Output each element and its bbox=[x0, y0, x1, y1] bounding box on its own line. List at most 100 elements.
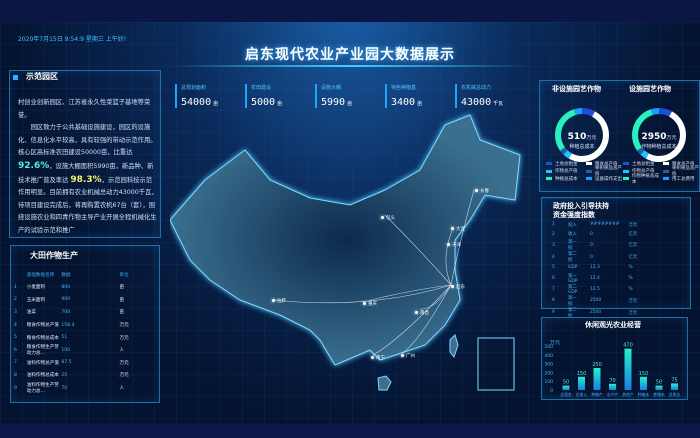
city-marker[interactable]: 长春 bbox=[475, 188, 489, 194]
bar[interactable] bbox=[609, 383, 616, 390]
stat-value: 5990 bbox=[321, 97, 346, 108]
legend-label: 粮食总产值 bbox=[595, 161, 618, 167]
legend-item: 果树果品总产值 bbox=[586, 166, 626, 177]
table-row[interactable]: 4 粮食作物总产值 158.4 万元 bbox=[14, 319, 159, 332]
city-marker[interactable]: 启东 bbox=[451, 284, 465, 290]
legend-item: 粮食总产值 bbox=[586, 160, 626, 168]
city-marker[interactable]: 拉萨 bbox=[272, 298, 286, 304]
row-index: 9 bbox=[14, 385, 17, 391]
table-row[interactable]: 5 粮食作物总成本 51 万元 bbox=[14, 331, 159, 344]
row-name: 小麦面积 bbox=[26, 285, 46, 291]
row-unit: 万元 bbox=[119, 360, 129, 366]
legend-swatch bbox=[586, 169, 592, 173]
row-index: 4 bbox=[552, 254, 555, 260]
table-row[interactable]: 8 油料作物总成本 25 万元 bbox=[14, 369, 159, 382]
row-value: 12.4 bbox=[590, 275, 600, 281]
intro-title: 示范园区 bbox=[26, 72, 58, 81]
city-marker[interactable]: 重庆 bbox=[363, 301, 377, 307]
col-header: 基础数据名称 bbox=[26, 273, 55, 278]
stat-card: 农机械总动力 43000 千瓦 bbox=[455, 84, 503, 108]
legend-label: 粮食总产值 bbox=[672, 161, 695, 167]
city-marker[interactable]: 南昌 bbox=[415, 310, 429, 316]
donut-title: 非设施园艺作物 bbox=[552, 85, 601, 93]
row-value: 0 bbox=[590, 242, 593, 248]
table-row[interactable]: 8 第一批 2500 万元 bbox=[552, 295, 646, 307]
stat-card: 特色种植基 3400 亩 bbox=[385, 84, 422, 108]
x-tick-label: 种植本 bbox=[638, 392, 650, 397]
bar[interactable] bbox=[624, 348, 632, 390]
stat-label: 农田建设 bbox=[251, 85, 272, 91]
table-row[interactable]: 3 第一批 0 亿元 bbox=[552, 239, 646, 251]
row-unit: 人 bbox=[119, 386, 125, 392]
table-row[interactable]: 7 油料作物总产值 87.5 万元 bbox=[14, 357, 159, 370]
intro-text-part: 园区致力于公共基础设施建设，园区的设施化、信息化水平较高，具有较强的带动示范作用… bbox=[18, 124, 157, 157]
table-row[interactable]: 4 第二批 0 亿元 bbox=[552, 251, 646, 263]
city-marker[interactable]: 广州 bbox=[401, 353, 415, 359]
table-row[interactable]: 1 小麦面积 800 亩 bbox=[14, 281, 159, 294]
bar-value-label: 50 bbox=[563, 380, 569, 386]
row-name: 粮食作物总成本 bbox=[26, 335, 59, 341]
bar[interactable] bbox=[655, 385, 663, 390]
gov-table: 1 投入 ######## 万元 2 收入 0 亿元 3 第一批 0 亿元 4 第二批 0 亿元 5 GDP 12.… bbox=[552, 220, 646, 319]
legend-swatch bbox=[586, 162, 592, 166]
donut-chart bbox=[632, 108, 686, 162]
table-row[interactable]: 2 收入 0 亿元 bbox=[552, 230, 646, 240]
table-row[interactable]: 7 第二GDP 12.5% bbox=[552, 284, 646, 295]
intro-text[interactable]: 村创业创新园区、江苏省永久性菜篮子基地等荣誉。 园区致力于公共基础设施建设，园区… bbox=[18, 97, 158, 235]
table-row[interactable]: 3 油菜 700 亩 bbox=[14, 306, 159, 319]
bar[interactable] bbox=[671, 383, 678, 390]
intro-text-part: ，设施大棚面积5990亩，新品种、新技术推广普及率达 bbox=[18, 162, 154, 184]
y-tick-label: 0 bbox=[550, 388, 553, 394]
row-name: 油料作物生产劳动力总... bbox=[26, 383, 59, 395]
bar-value-label: 470 bbox=[623, 343, 633, 349]
stat-card: 总规划面积 54000 亩 bbox=[175, 84, 218, 108]
city-marker[interactable]: 天津 bbox=[447, 242, 461, 248]
table-row[interactable]: 9 油料作物生产劳动力总... 70 人 bbox=[14, 382, 159, 395]
stat-unit: 千瓦 bbox=[493, 101, 504, 107]
city-marker[interactable]: 南宁 bbox=[371, 355, 385, 361]
city-marker[interactable]: 包头 bbox=[381, 215, 395, 221]
bar-value-label: 70 bbox=[609, 378, 615, 384]
table-row[interactable]: 6 粮食作物生产劳动力总... 100 人 bbox=[14, 344, 159, 357]
row-value: 900 bbox=[61, 297, 71, 303]
legend-item: 作物总产值 bbox=[623, 168, 663, 176]
row-index: 2 bbox=[552, 231, 555, 237]
row-name: 第二GDP bbox=[568, 284, 578, 295]
donut-value: 510 bbox=[567, 132, 587, 142]
table-row[interactable]: 1 投入 ######## 万元 bbox=[552, 220, 646, 230]
row-index: 3 bbox=[14, 309, 17, 315]
legend-label: 土地总租金 bbox=[555, 161, 578, 167]
row-name: 粮食作物生产劳动力总... bbox=[26, 345, 59, 357]
bar[interactable] bbox=[578, 376, 585, 390]
row-unit: 人 bbox=[119, 348, 125, 354]
bar[interactable] bbox=[562, 385, 570, 390]
row-value: 700 bbox=[61, 309, 71, 315]
bar[interactable] bbox=[593, 368, 601, 390]
stat-value: 5000 bbox=[251, 97, 276, 108]
bar[interactable] bbox=[640, 376, 647, 390]
row-name: 第二批 bbox=[568, 307, 577, 319]
stat-label: 总规划面积 bbox=[181, 85, 207, 91]
city-marker[interactable]: 大连 bbox=[451, 226, 465, 232]
legend-swatch bbox=[546, 162, 552, 166]
x-tick-label: 总收入 bbox=[576, 392, 588, 397]
gov-title-line: 资金强度指数 bbox=[553, 211, 595, 219]
row-value: 100 bbox=[61, 347, 71, 353]
row-value: 0 bbox=[590, 231, 593, 237]
legend-label: 作物种植总成本 bbox=[631, 173, 659, 185]
donut-segment bbox=[555, 108, 609, 162]
y-tick-label: 300 bbox=[544, 362, 553, 368]
table-row[interactable]: 9 第二批 2500 万元 bbox=[552, 307, 646, 319]
row-name: 第一批 bbox=[568, 240, 577, 252]
table-row[interactable]: 2 玉米面积 900 亩 bbox=[14, 294, 159, 307]
gov-title-line: 政府投入引导扶持 bbox=[553, 202, 609, 210]
chart-title: 休闲观光农业经营 bbox=[585, 321, 641, 329]
donut-segment bbox=[555, 108, 609, 162]
gov-panel bbox=[541, 197, 691, 309]
legend-item: 土地总租金 bbox=[623, 160, 663, 168]
table-row[interactable]: 6 第一GDP 12.4% bbox=[552, 273, 646, 284]
table-row[interactable]: 5 GDP 12.3% bbox=[552, 263, 646, 273]
bar-value-label: 75 bbox=[671, 377, 677, 383]
legend-swatch bbox=[623, 169, 629, 173]
row-unit: 亩 bbox=[119, 310, 125, 316]
